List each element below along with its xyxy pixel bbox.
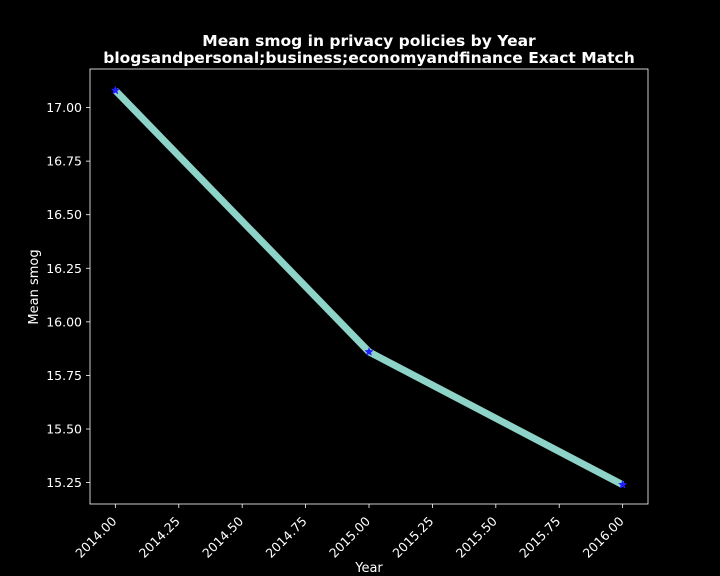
y-axis-label: Mean smog bbox=[27, 249, 42, 324]
y-tick-label: 17.00 bbox=[46, 100, 82, 115]
chart-subtitle: blogsandpersonal;business;economyandfina… bbox=[103, 49, 635, 67]
y-tick-label: 15.75 bbox=[46, 368, 82, 383]
y-tick-label: 15.50 bbox=[46, 422, 82, 437]
data-point-marker bbox=[618, 479, 628, 489]
x-axis-label: Year bbox=[354, 561, 383, 576]
data-point-marker bbox=[364, 347, 374, 356]
y-tick-label: 15.25 bbox=[46, 475, 82, 490]
y-tick-label: 16.50 bbox=[46, 207, 82, 222]
y-tick-label: 16.00 bbox=[46, 314, 82, 329]
chart-title: Mean smog in privacy policies by Year bbox=[202, 32, 536, 50]
y-tick-label: 16.25 bbox=[46, 261, 82, 276]
y-tick-label: 16.75 bbox=[46, 154, 82, 169]
data-point-marker bbox=[110, 85, 120, 95]
